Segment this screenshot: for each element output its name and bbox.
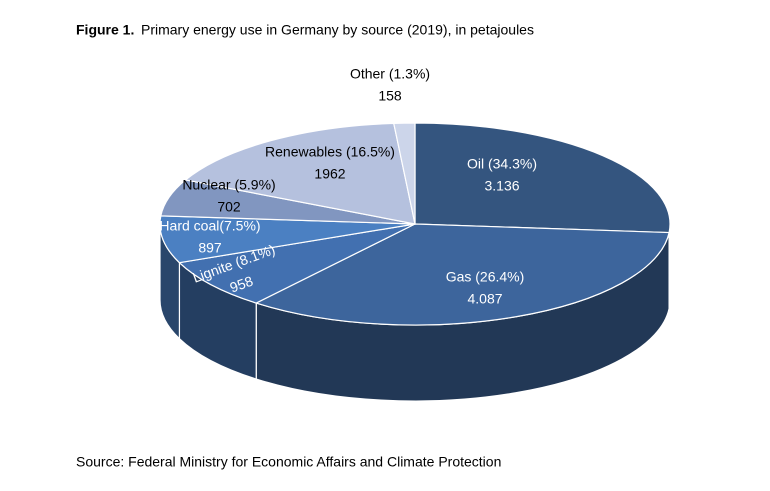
- value-label: 897: [198, 240, 222, 256]
- slice-label: Nuclear (5.9%) 702: [182, 177, 275, 215]
- category-label: Other (1.3%): [350, 66, 430, 82]
- figure-label: Figure 1.: [76, 22, 134, 38]
- slice-label: Renewables (16.5%) 1962: [265, 144, 395, 182]
- value-label: 702: [217, 199, 241, 215]
- slice: [159, 215, 416, 264]
- slice-label: Gas (26.4%) 4.087: [446, 269, 525, 307]
- category-label: Oil (34.3%): [467, 156, 537, 172]
- category-label: Nuclear (5.9%): [182, 177, 275, 193]
- value-label: 1962: [314, 166, 345, 182]
- category-label: Hard coal(7.5%): [159, 218, 260, 234]
- source-note: Source: Federal Ministry for Economic Af…: [76, 454, 501, 470]
- slice-label: Hard coal(7.5%) 897: [159, 218, 260, 256]
- slice: [414, 122, 671, 234]
- slice-label: Oil (34.3%) 3.136: [467, 156, 537, 194]
- chart-title: Primary energy use in Germany by source …: [141, 22, 534, 38]
- pie-tops: [159, 122, 671, 326]
- value-label: 158: [378, 88, 402, 104]
- value-label: 3.136: [484, 178, 519, 194]
- slice: [178, 223, 416, 304]
- category-label: Gas (26.4%): [446, 269, 525, 285]
- slice: [184, 122, 416, 225]
- category-label: Renewables (16.5%): [265, 144, 395, 160]
- slice-label: Other (1.3%) 158: [350, 66, 430, 104]
- value-label: 958: [228, 273, 256, 296]
- value-label: 4.087: [467, 291, 502, 307]
- slice: [254, 223, 670, 326]
- slice: [393, 122, 416, 225]
